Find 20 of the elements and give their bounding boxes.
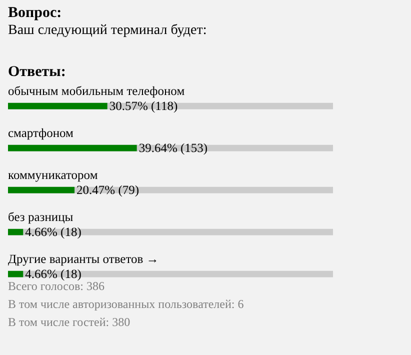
- bar: [8, 102, 108, 110]
- chart-subtitle: Ваш следующий терминал будет:: [8, 23, 207, 39]
- data-label: 20.47% (79): [76, 183, 140, 198]
- bar: [8, 228, 24, 236]
- y-tick-label: Другие варианты ответов →: [8, 252, 159, 266]
- y-tick-label: коммуникатором: [8, 168, 98, 182]
- data-label: 30.57% (118): [109, 99, 178, 114]
- data-label: 39.64% (153): [138, 141, 208, 156]
- y-tick-label: без разницы: [8, 210, 74, 224]
- data-label: 4.66% (18): [25, 267, 82, 282]
- text: В том числе гостей: 380: [8, 315, 130, 330]
- text: В том числе авторизованных пользователей: 6: [8, 297, 244, 312]
- bar: [8, 270, 24, 278]
- bar: [8, 186, 75, 194]
- annotation: Всего голосов: 386: [8, 279, 105, 294]
- y-tick-label: обычным мобильным телефоном: [8, 84, 185, 98]
- data-label: 4.66% (18): [25, 225, 82, 240]
- chart-title: Вопрос:: [8, 5, 62, 22]
- y-tick-label: смартфоном: [8, 126, 74, 140]
- annotation: Ответы:: [8, 64, 66, 81]
